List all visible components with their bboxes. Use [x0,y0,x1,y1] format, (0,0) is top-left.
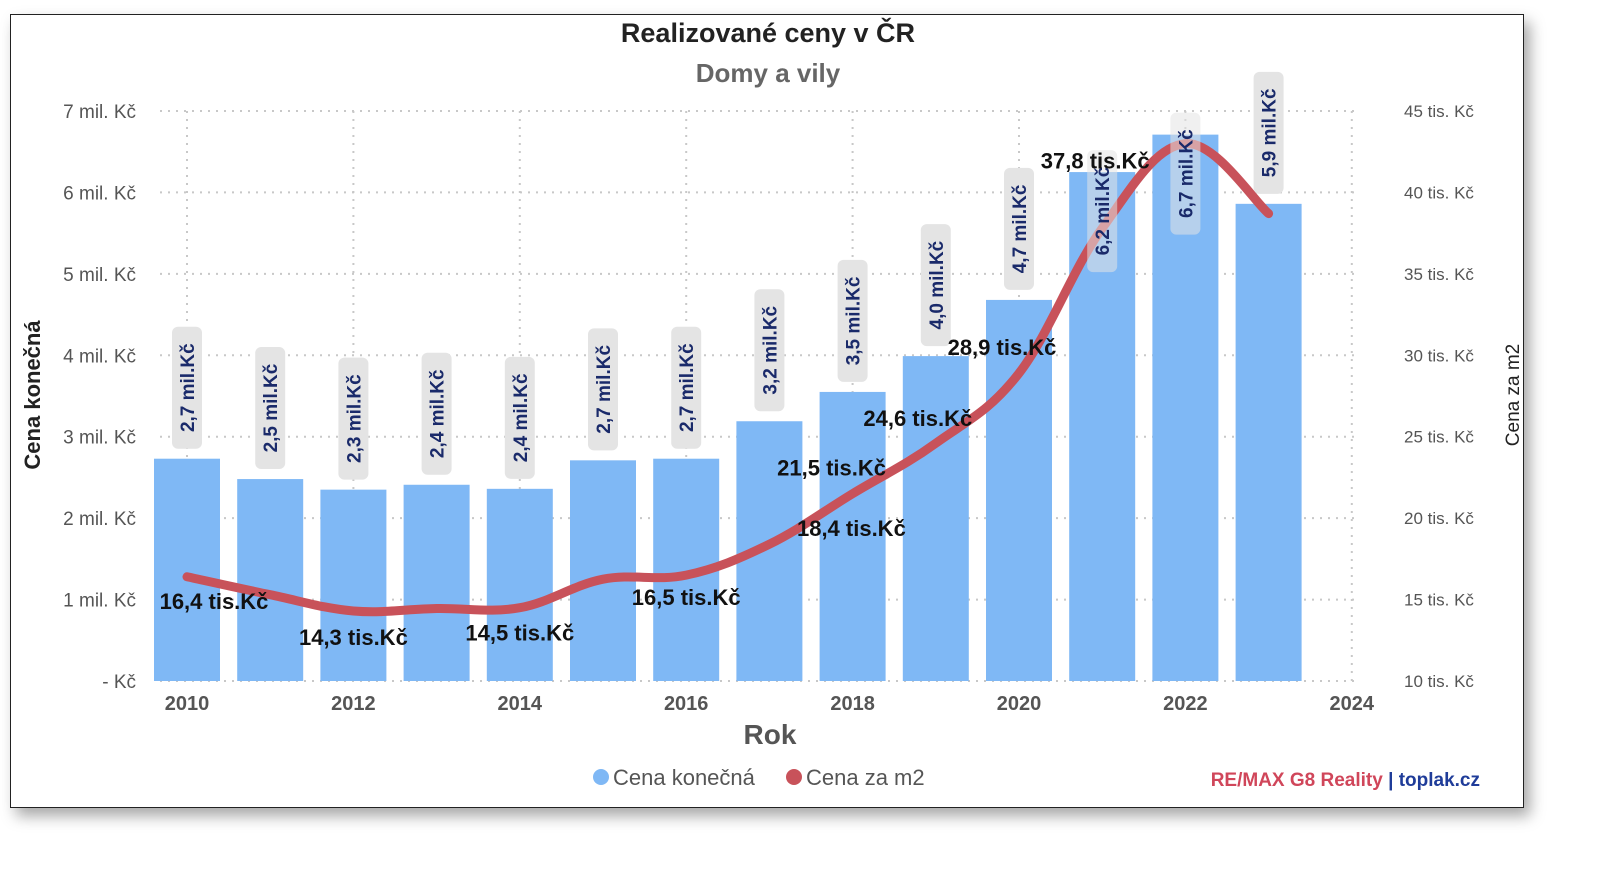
bar-labels: 2,7 mil.Kč 2,5 mil.Kč 2,3 mil.Kč 2,4 mil.Kč… [172,71,1284,480]
x-tick-label: 2016 [664,693,709,715]
bar-value-label: 4,0 mil.Kč [927,240,948,329]
bar-label-box [671,326,702,449]
x-tick-label: 2014 [498,693,543,715]
y-axis-label: Cena konečná [20,320,45,470]
x-tick-label: 2024 [1330,693,1375,715]
bar-value-label: 2,5 mil.Kč [261,363,282,452]
credit-part3: toplak.cz [1399,770,1480,791]
credit-part2: MAX G8 Reality [1242,770,1383,791]
line-value-label: 18,4 tis.Kč [797,516,906,541]
y2-tick-label: 45 tis. Kč [1404,102,1474,121]
credit-text: RE/MAX G8 Reality | toplak.cz [1211,770,1480,791]
bar-value-label: 3,5 mil.Kč [844,276,865,365]
bar-label-box [421,352,452,475]
y2-axis-ticks: 10 tis. Kč 15 tis. Kč 20 tis. Kč 25 tis. Kč… [1404,102,1474,691]
bars [154,134,1302,682]
y-tick-label: 7 mil. Kč [63,102,136,123]
line-value-label: 21,5 tis.Kč [777,456,886,481]
bar [403,484,470,681]
line-labels: 16,4 tis.Kč 14,3 tis.Kč 14,5 tis.Kč 16,5 ti… [160,148,1150,650]
legend-label-bar: Cena konečná [613,765,756,790]
credit-part1: RE/ [1211,770,1243,791]
bar-value-label: 2,3 mil.Kč [344,374,365,463]
y2-tick-label: 30 tis. Kč [1404,346,1474,365]
bar-label-box [338,357,369,480]
line-value-label: 14,3 tis.Kč [299,625,408,650]
line-value-label: 16,5 tis.Kč [632,585,741,610]
bar [986,299,1052,681]
y2-tick-label: 10 tis. Kč [1404,672,1474,691]
y2-axis-label: Cena za m2 [1503,344,1524,446]
bar-value-label: 5,9 mil.Kč [1260,88,1281,177]
y-tick-label: 4 mil. Kč [63,346,136,367]
legend-marker-line [786,769,802,785]
line-value-label: 28,9 tis.Kč [948,335,1057,360]
x-tick-label: 2020 [997,693,1042,715]
bar-label-box [1087,150,1118,273]
bar-label-box [255,347,286,470]
y2-tick-label: 40 tis. Kč [1404,183,1474,202]
y-tick-label: 2 mil. Kč [63,509,136,530]
bar-value-label: 2,4 mil.Kč [511,373,532,462]
legend-label-line: Cena za m2 [806,765,925,790]
x-tick-label: 2022 [1163,693,1208,715]
line-value-label: 14,5 tis.Kč [465,621,574,646]
chart-subtitle: Domy a vily [696,58,841,88]
bar-value-label: 2,7 mil.Kč [677,343,698,432]
y2-tick-label: 15 tis. Kč [1404,591,1474,610]
bar-value-label: 2,7 mil.Kč [594,345,615,434]
line-value-label: 24,6 tis.Kč [863,406,972,431]
y2-tick-label: 25 tis. Kč [1404,428,1474,447]
bar-label-box [1253,71,1284,194]
x-tick-label: 2012 [331,693,376,715]
bar-value-label: 2,7 mil.Kč [178,343,199,432]
legend-marker-bar [593,769,609,785]
bar-value-label: 6,7 mil.Kč [1176,129,1197,218]
x-axis-ticks: 2010 2012 2014 2016 2018 2020 2022 2024 [165,693,1375,715]
bar [486,488,553,681]
bar-label-box [920,224,951,347]
bar-label-box [754,289,785,412]
y-tick-label: 3 mil. Kč [63,428,136,449]
legend: Cena konečná Cena za m2 [593,765,925,790]
bar [237,479,304,681]
y-tick-label: - Kč [102,672,136,693]
chart-title: Realizované ceny v ČR [621,17,915,48]
bar [320,489,387,681]
bar [570,460,636,681]
bar-value-label: 4,7 mil.Kč [1010,184,1031,273]
credit-separator: | [1383,770,1399,791]
bar [154,458,220,681]
x-tick-label: 2018 [830,693,875,715]
y-tick-label: 5 mil. Kč [63,265,136,286]
bar-label-box [172,326,202,449]
y-axis-ticks: - Kč 1 mil. Kč 2 mil. Kč 3 mil. Kč 4 mil. Kč… [63,102,136,693]
bar-value-label: 2,4 mil.Kč [428,369,449,458]
line-value-label: 37,8 tis.Kč [1041,148,1150,173]
y2-tick-label: 35 tis. Kč [1404,265,1474,284]
y-tick-label: 1 mil. Kč [63,591,136,612]
bar-label-box [837,259,868,382]
bar-label-box [588,328,618,451]
bar-label-box [1170,112,1201,235]
y-tick-label: 6 mil. Kč [63,183,136,204]
bar [902,356,969,681]
bar [819,391,886,681]
x-tick-label: 2010 [165,693,210,715]
bar [1235,203,1302,682]
bar-label-box [504,356,535,479]
y2-tick-label: 20 tis. Kč [1404,509,1474,528]
x-axis-label: Rok [744,719,797,750]
bar-value-label: 3,2 mil.Kč [760,305,781,394]
bar-label-box [1004,167,1034,290]
bar-value-label: 6,2 mil.Kč [1093,166,1114,255]
line-value-label: 16,4 tis.Kč [160,589,269,614]
